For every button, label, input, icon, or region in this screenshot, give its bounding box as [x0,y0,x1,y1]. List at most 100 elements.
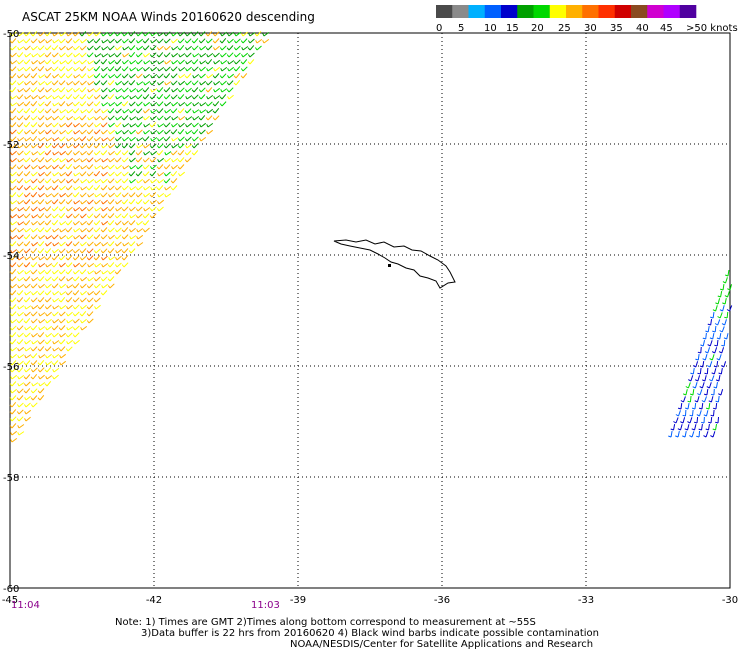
wind-barb [163,136,171,142]
wind-barb [205,101,213,107]
wind-barb [150,178,158,184]
wind-barb [191,87,199,93]
wind-barb [44,129,52,135]
wind-barb [24,409,32,415]
wind-barb [79,248,87,254]
wind-barb [135,185,143,191]
wind-barb [72,325,80,331]
wind-barb [177,31,185,37]
wind-barb [30,135,38,142]
wind-barb [87,193,95,198]
wind-barb [719,326,725,333]
wind-barb [45,311,52,317]
wind-barb [44,269,52,275]
colorbar-segment [663,5,681,18]
wind-barb [37,220,45,226]
wind-barb [51,143,59,149]
wind-barb [37,304,45,310]
wind-barb [65,332,73,338]
wind-barb [31,53,39,58]
wind-barb [38,283,45,289]
colorbar-segment [582,5,599,18]
pass-time-label: 11:04 [11,600,40,611]
wind-barb [723,333,729,340]
wind-barb [86,129,94,135]
wind-barb [157,157,165,163]
wind-barb [93,184,101,191]
wind-barb [51,206,59,212]
wind-barb [128,45,136,51]
wind-barb [247,45,255,51]
wind-barb [149,164,157,170]
wind-barb [108,150,115,156]
wind-barb [23,332,31,338]
wind-barb [51,269,59,275]
wind-barb [107,38,115,44]
wind-barb [206,53,214,58]
wind-barb [86,248,94,254]
wind-barb [94,53,102,58]
wind-barb [121,206,129,212]
wind-barb [23,73,31,79]
longitude-tick-label: -42 [146,595,162,606]
islet-marker [388,264,391,267]
wind-barb [115,88,123,93]
wind-barb [129,227,136,233]
wind-barb [73,164,81,170]
wind-barb [164,59,172,65]
wind-barb [726,305,733,312]
wind-barb [711,347,718,354]
wind-barb [191,94,199,100]
wind-barb [701,375,707,382]
wind-barb [79,206,87,212]
wind-barb [59,122,67,128]
wind-barb [107,136,115,142]
wind-barb [59,283,67,289]
wind-barb [682,409,687,417]
wind-barb [9,416,17,422]
wind-barb [107,171,115,177]
wind-barb [135,122,143,128]
wind-barb [66,102,74,107]
wind-barb [101,263,109,268]
wind-barb [149,115,157,121]
wind-barb [101,165,109,170]
wind-barb [191,136,199,142]
wind-barb [94,193,102,198]
wind-barb [17,221,25,226]
wind-barb [107,283,115,289]
wind-barb [66,326,74,331]
wind-barb [24,52,32,58]
wind-barb [16,122,24,128]
wind-barb [66,46,74,51]
wind-barb [17,214,25,219]
wind-barb [149,94,157,100]
wind-barb [30,72,38,79]
wind-barb [198,38,206,44]
wind-barb [156,143,164,149]
wind-barb [150,88,158,93]
wind-barb [121,262,129,268]
wind-barb [198,73,206,79]
wind-barb [149,80,157,86]
wind-barb [37,388,45,394]
wind-barb [108,234,115,240]
wind-barb [198,66,206,72]
wind-barb [87,74,95,79]
wind-barb [114,227,122,233]
wind-barb [86,255,94,261]
wind-barb [693,416,699,424]
wind-barb [100,115,108,121]
wind-barb [107,80,115,86]
wind-barb [30,283,38,289]
wind-barb [59,353,67,359]
colorbar-tick-label: 0 [436,23,442,34]
wind-barb [58,248,66,254]
wind-barb [142,108,150,114]
wind-barb [79,122,87,128]
wind-barb [178,53,186,58]
wind-barb [101,270,109,275]
wind-barb [170,80,178,86]
wind-barb [710,312,715,319]
wind-barb [93,170,101,177]
